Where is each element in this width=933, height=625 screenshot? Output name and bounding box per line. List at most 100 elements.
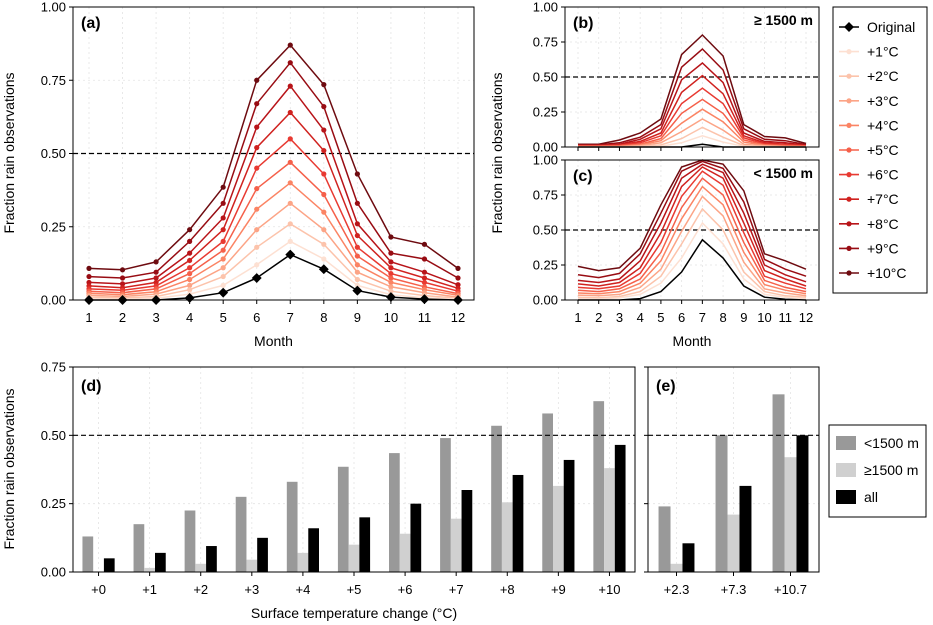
x-tick-label: 6: [678, 310, 685, 325]
data-point: [187, 257, 193, 264]
x-tick-label: +10: [598, 582, 620, 597]
series-line: [578, 33, 807, 145]
data-point: [220, 265, 226, 271]
bar: [715, 435, 728, 572]
data-point: [220, 184, 226, 190]
bar: [359, 517, 371, 572]
x-tick-label: +2: [193, 582, 208, 597]
x-tick-label: +7.3: [721, 582, 747, 597]
data-point: [254, 186, 260, 192]
data-point: [354, 232, 360, 239]
y-tick-label: 0.50: [41, 428, 66, 443]
x-axis-label: Month: [673, 333, 712, 349]
bar: [614, 444, 626, 572]
legend-marker: [846, 245, 852, 251]
panel-label: (d): [81, 378, 101, 395]
data-point: [287, 136, 293, 142]
panel-label: (c): [573, 168, 593, 185]
bar: [133, 524, 145, 572]
data-point: [220, 282, 226, 288]
legend-marker: [846, 73, 852, 79]
data-point: [354, 282, 360, 288]
panel-label: (b): [573, 15, 593, 32]
series-line: [88, 84, 459, 286]
panel-b: 0.00 0.25 0.50 0.75 1.00 Fraction rain observ…: [489, 0, 820, 234]
series-line: [577, 177, 807, 293]
data-point: [354, 200, 360, 206]
y-tick-label: 1.00: [533, 153, 558, 168]
x-tick-label: 9: [354, 310, 361, 325]
x-tick-label: 9: [740, 310, 747, 325]
data-point: [354, 171, 360, 177]
data-point: [220, 227, 226, 233]
data-point: [287, 109, 293, 116]
legend-marker: [846, 147, 852, 153]
bar: [727, 514, 740, 572]
data-point: [321, 191, 327, 198]
series-line: [577, 160, 807, 279]
data-point: [318, 264, 329, 275]
data-point: [354, 262, 360, 268]
data-point: [86, 265, 92, 271]
legend-marker: [846, 49, 852, 55]
data-point: [254, 101, 260, 107]
data-point: [220, 200, 226, 206]
bar: [348, 544, 360, 572]
legend-marker: [846, 221, 852, 227]
data-point: [187, 282, 193, 288]
data-point: [220, 247, 226, 253]
data-point: [187, 238, 193, 244]
data-point: [254, 77, 260, 83]
data-point: [388, 284, 394, 290]
y-tick-label: 0.75: [533, 35, 558, 50]
panel-c: 0.000.250.500.751.001 2 3 4 5 6 7 8 9 10 11 12Month…: [533, 153, 820, 349]
legend-marker: [846, 98, 852, 104]
panel-label: (a): [81, 15, 101, 32]
x-tick-label: 5: [220, 310, 227, 325]
y-tick-label: 0.25: [41, 496, 66, 511]
x-tick-label: 8: [719, 310, 726, 325]
data-point: [287, 238, 293, 244]
bar: [308, 528, 320, 572]
legend-marker: [846, 122, 852, 128]
data-point: [218, 287, 229, 298]
x-tick-label: +1: [142, 582, 157, 597]
legend-swatch: [836, 463, 856, 477]
data-point: [254, 124, 260, 130]
x-tick-label: +2.3: [664, 582, 690, 597]
x-tick-label: +3: [244, 582, 259, 597]
series-line: [577, 221, 807, 300]
panel-a: 0.000.250.500.751.001 2 3 4 5 6 7 8 9 10 11 12Month…: [1, 0, 475, 349]
data-point: [254, 206, 260, 212]
x-tick-label: 7: [287, 310, 294, 325]
y-tick-label: 1.00: [41, 0, 66, 15]
series-line: [577, 170, 807, 290]
y-tick-label: 0.75: [533, 188, 558, 203]
bar: [670, 563, 683, 572]
bar: [604, 468, 615, 572]
x-tick-label: 11: [418, 310, 432, 325]
x-tick-label: 2: [119, 310, 126, 325]
data-point: [153, 269, 159, 275]
data-point: [388, 234, 394, 240]
bar: [772, 394, 785, 572]
data-point: [254, 244, 260, 250]
data-point: [187, 265, 193, 271]
legend-label: +6°C: [867, 167, 899, 183]
x-tick-label: 11: [779, 310, 793, 325]
data-point: [321, 256, 327, 262]
x-axis-label: Month: [254, 333, 293, 349]
y-tick-label: 0.25: [533, 105, 558, 120]
bar: [796, 435, 809, 572]
series-line: [88, 61, 459, 279]
legend-label: +1°C: [867, 44, 899, 60]
data-point: [254, 165, 260, 171]
x-tick-label: 1: [574, 310, 581, 325]
legend-label: +3°C: [867, 93, 899, 109]
data-point: [455, 265, 461, 271]
data-point: [421, 241, 428, 247]
legend-marker: [846, 172, 852, 178]
x-tick-label: 2: [595, 310, 602, 325]
data-point: [287, 83, 293, 89]
data-point: [388, 275, 394, 281]
